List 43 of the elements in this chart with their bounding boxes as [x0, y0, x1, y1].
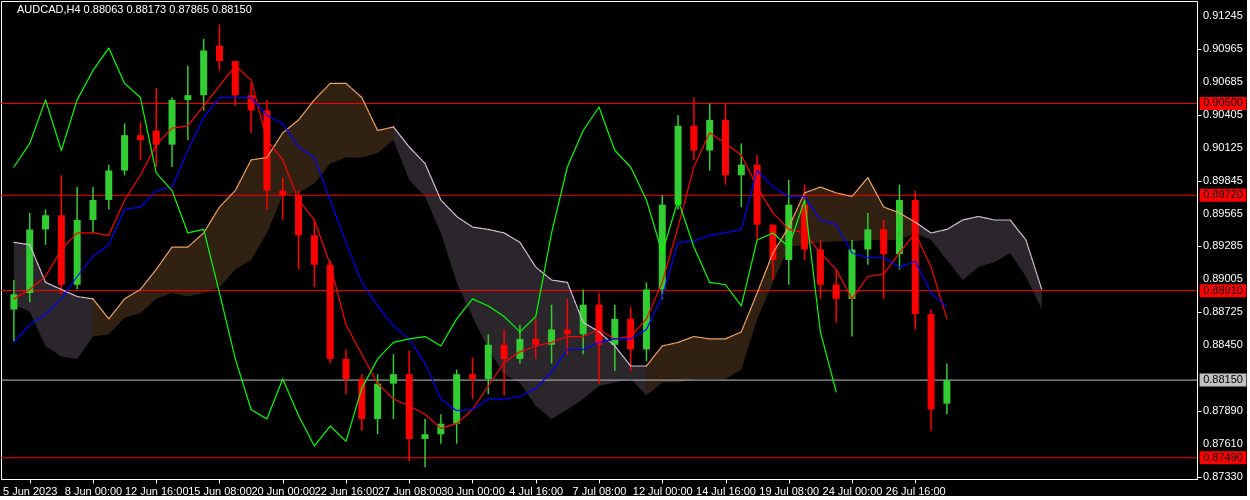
ref-line-label: 0.87490 [1203, 450, 1243, 463]
y-tick-label: 0.90965 [1203, 41, 1243, 54]
y-tick-label: 0.90685 [1203, 74, 1243, 87]
y-tick-label: 0.89845 [1203, 173, 1243, 186]
y-tick-label: 0.89565 [1203, 206, 1243, 219]
x-tick-label: 26 Jul 16:00 [885, 484, 946, 497]
ref-line-label: 0.90500 [1203, 96, 1243, 109]
y-tick-label: 0.87890 [1203, 403, 1243, 416]
y-tick-label: 0.91245 [1203, 8, 1243, 21]
x-tick-label: 12 Jun 16:00 [124, 484, 189, 497]
candlestick [563, 298, 571, 355]
x-tick-label: 12 Jul 00:00 [632, 484, 693, 497]
x-tick-label: 8 Jun 00:00 [64, 484, 123, 497]
x-tick-label: 22 Jun 16:00 [314, 484, 379, 497]
y-tick-label: 0.89005 [1203, 272, 1243, 285]
y-tick-label: 0.90405 [1203, 107, 1243, 120]
line-series [392, 126, 648, 367]
y-tick-label: 0.88725 [1203, 305, 1243, 318]
y-tick-label: 0.90125 [1203, 140, 1243, 153]
line-series [914, 215, 1043, 291]
ref-line-label: 0.88910 [1203, 283, 1243, 296]
ref-line-label: 0.89720 [1203, 188, 1243, 201]
candlestick [136, 121, 144, 161]
x-tick-label: 19 Jul 08:00 [759, 484, 820, 497]
x-tick-label: 20 Jun 00:00 [251, 484, 316, 497]
x-tick-label: 15 Jun 08:00 [188, 484, 252, 497]
x-tick-label: 30 Jun 00:00 [441, 484, 505, 497]
x-tick-label: 4 Jul 16:00 [509, 484, 564, 497]
x-tick-label: 14 Jul 16:00 [696, 484, 756, 497]
y-tick-label: 0.89285 [1203, 239, 1243, 252]
candlestick [389, 353, 397, 420]
x-tick-label: 7 Jul 08:00 [572, 484, 627, 497]
x-tick-label: 27 Jun 08:00 [377, 484, 442, 497]
line-series [13, 241, 94, 300]
x-tick-label: 24 Jul 00:00 [822, 484, 883, 497]
candlestick [468, 356, 476, 400]
chart-title: AUDCAD,H4 0.88063 0.88173 0.87865 0.88150 [17, 3, 252, 15]
y-tick-label: 0.87330 [1203, 469, 1243, 482]
ref-line-label: 0.88150 [1203, 373, 1243, 386]
y-tick-label: 0.88450 [1203, 337, 1243, 350]
x-tick-label: 5 Jun 2023 [3, 484, 58, 497]
y-tick-label: 0.87610 [1203, 436, 1243, 449]
line-series [13, 47, 837, 447]
